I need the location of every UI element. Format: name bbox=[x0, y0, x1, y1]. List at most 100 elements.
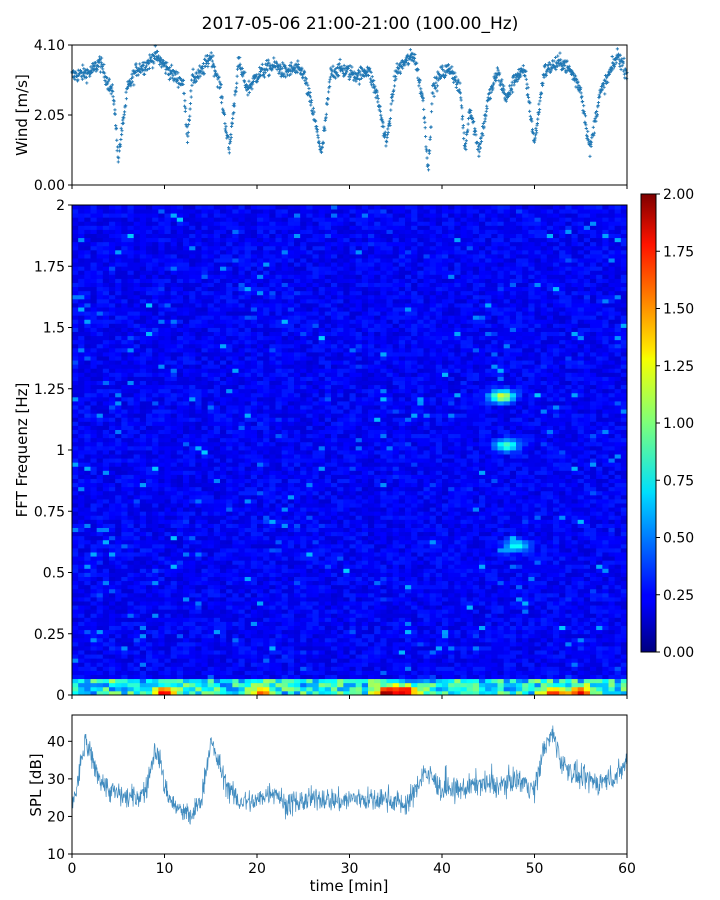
spectrogram-cell bbox=[386, 646, 394, 651]
spectrogram-cell bbox=[312, 556, 320, 561]
spectrogram-cell bbox=[195, 576, 202, 582]
spectrogram-cell bbox=[491, 609, 498, 614]
spectrogram-cell bbox=[590, 686, 597, 692]
spectrogram-cell bbox=[96, 584, 104, 590]
spectrogram-cell bbox=[528, 597, 535, 602]
spectrogram-cell bbox=[553, 617, 560, 622]
spectrogram-cell bbox=[164, 625, 172, 631]
spectrogram-cell bbox=[565, 641, 572, 647]
wind-scatter-series bbox=[70, 44, 629, 172]
spectrogram-cell bbox=[509, 605, 517, 610]
spectrogram-cell bbox=[590, 637, 597, 643]
spectrogram-cell bbox=[324, 592, 332, 598]
spectrogram-cell bbox=[503, 654, 511, 659]
spectrogram-cell bbox=[226, 560, 233, 565]
spectrogram-cell bbox=[429, 576, 437, 582]
spectrogram-cell bbox=[398, 678, 406, 684]
spectrogram-cell bbox=[491, 637, 498, 643]
spectrogram-cell bbox=[102, 564, 110, 569]
spectrogram-cell bbox=[294, 543, 301, 549]
spectrogram-cell bbox=[614, 674, 622, 680]
spectrogram-cell bbox=[78, 588, 85, 594]
spectrogram-cell bbox=[263, 613, 270, 618]
spectrogram-cell bbox=[516, 629, 523, 635]
spectrogram-cell bbox=[398, 686, 406, 692]
spectrogram-cell bbox=[392, 678, 400, 684]
spectrogram-cell bbox=[287, 654, 295, 659]
spectrogram-cell bbox=[368, 682, 375, 688]
spectrogram-cell bbox=[275, 597, 283, 602]
spectrogram-cell bbox=[244, 670, 252, 675]
spectrogram-cell bbox=[170, 592, 178, 598]
spectrogram-cell bbox=[287, 548, 295, 553]
spectrogram-cell bbox=[275, 588, 283, 594]
spectrogram-cell bbox=[534, 650, 542, 655]
spectrogram-cell bbox=[577, 605, 585, 610]
spectrogram-cell bbox=[337, 568, 344, 573]
spectrogram-cell bbox=[491, 560, 498, 565]
spectrogram-cell bbox=[139, 601, 147, 606]
spectrogram-cell bbox=[300, 629, 307, 635]
spectrogram-cell bbox=[96, 580, 104, 586]
spectrogram-cell bbox=[201, 543, 209, 549]
spectrogram-cell bbox=[442, 633, 449, 639]
spectrogram-cell bbox=[115, 621, 122, 626]
spectrogram-cell bbox=[448, 564, 455, 569]
spectrogram-cell bbox=[78, 650, 85, 655]
spectrogram-cell bbox=[250, 674, 258, 680]
spectrogram-cell bbox=[349, 556, 357, 561]
spectrogram-cell bbox=[620, 658, 628, 663]
spectrogram-cell bbox=[571, 609, 579, 614]
wind-point bbox=[174, 69, 178, 73]
spectrogram-cell bbox=[226, 662, 233, 667]
spectrogram-cell bbox=[361, 588, 369, 594]
spectrogram-cell bbox=[300, 588, 307, 594]
spectrogram-cell bbox=[442, 588, 449, 594]
spectrogram-cell bbox=[417, 678, 424, 684]
spectrogram-cell bbox=[90, 629, 98, 635]
spectrogram-cell bbox=[540, 678, 548, 684]
spectrogram-cell bbox=[183, 568, 190, 573]
spectrogram-cell bbox=[109, 629, 116, 635]
spectrogram-cell bbox=[571, 633, 579, 639]
spectrogram-cell bbox=[349, 654, 357, 659]
spectrogram-cell bbox=[361, 654, 369, 659]
spectrogram-cell bbox=[466, 674, 474, 680]
spectrogram-cell bbox=[491, 674, 498, 680]
spectrogram-cell bbox=[201, 592, 209, 598]
spectrogram-cell bbox=[442, 592, 449, 598]
spectrogram-cell bbox=[516, 564, 523, 569]
wind-point bbox=[342, 63, 346, 68]
spectrogram-cell bbox=[170, 670, 178, 675]
spectrogram-cell bbox=[257, 601, 264, 606]
spectrogram-cell bbox=[546, 646, 554, 651]
spectrogram-cell bbox=[479, 650, 486, 655]
spectrogram-cell bbox=[263, 682, 270, 688]
spectrogram-cell bbox=[331, 588, 338, 594]
spectrogram-cell bbox=[78, 621, 85, 626]
spectrogram-cell bbox=[374, 592, 381, 598]
spectrogram-cell bbox=[516, 548, 523, 553]
spectrogram-cell bbox=[516, 654, 523, 659]
spectrogram-cell bbox=[608, 686, 616, 692]
spectrogram-cell bbox=[368, 662, 375, 667]
wind-point bbox=[325, 102, 329, 107]
spectrogram-cell bbox=[343, 678, 350, 684]
spectrogram-cell bbox=[127, 641, 135, 647]
spectrogram-cell bbox=[429, 678, 437, 684]
spectrogram-cell bbox=[565, 617, 572, 622]
spectrogram-cell bbox=[331, 572, 338, 577]
spectrogram-cell bbox=[84, 678, 91, 684]
spectrogram-cell bbox=[115, 605, 122, 610]
wind-point bbox=[189, 95, 193, 99]
spectrogram-cell bbox=[546, 621, 554, 626]
wind-point bbox=[90, 70, 94, 74]
spectrogram-cell bbox=[528, 621, 535, 626]
spectrogram-cell bbox=[553, 584, 560, 590]
spectrogram-cell bbox=[411, 686, 418, 692]
spectrogram-cell bbox=[479, 633, 486, 639]
spectrogram-cell bbox=[220, 605, 227, 610]
spectrogram-cell bbox=[479, 539, 486, 545]
spectrogram-cell bbox=[355, 686, 363, 692]
spectrogram-cell bbox=[411, 592, 418, 598]
